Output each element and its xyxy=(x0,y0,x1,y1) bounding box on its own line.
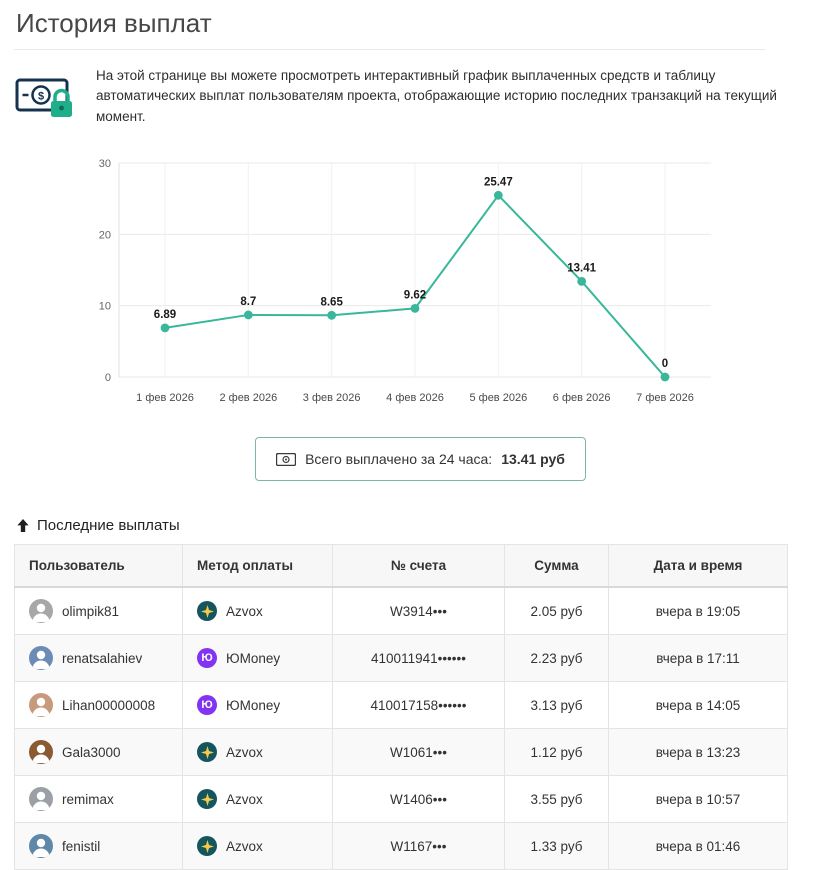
page-description: На этой странице вы можете просмотреть и… xyxy=(96,68,777,124)
svg-text:5 фев 2026: 5 фев 2026 xyxy=(469,392,527,404)
svg-text:25.47: 25.47 xyxy=(484,176,513,188)
recent-payments-title: Последние выплаты xyxy=(37,517,180,534)
payment-method-icon xyxy=(197,836,217,856)
payment-method-label: ЮMoney xyxy=(226,697,281,713)
user-name: renatsalahiev xyxy=(62,650,143,666)
payment-amount: 3.13 руб xyxy=(504,681,609,729)
table-row: Gala3000 Azvox W1061••• 1.12 руб вчера в… xyxy=(14,728,788,776)
table-row: olimpik81 Azvox W3914••• 2.05 руб вчера … xyxy=(14,586,788,635)
payment-datetime: вчера в 14:05 xyxy=(608,681,788,729)
user-name: olimpik81 xyxy=(62,603,120,619)
payment-datetime: вчера в 19:05 xyxy=(608,586,788,635)
svg-text:$: $ xyxy=(38,91,44,103)
user-name: Gala3000 xyxy=(62,744,121,760)
svg-text:0: 0 xyxy=(105,372,111,384)
payment-method-icon xyxy=(197,742,217,762)
account-number: 410017158•••••• xyxy=(332,681,505,729)
payment-method-label: Azvox xyxy=(226,744,263,760)
payments-table-body: olimpik81 Azvox W3914••• 2.05 руб вчера … xyxy=(14,586,788,870)
payment-datetime: вчера в 10:57 xyxy=(608,775,788,823)
account-number: W1061••• xyxy=(332,728,505,776)
user-name: remimax xyxy=(62,791,114,807)
payment-amount: 2.23 руб xyxy=(504,634,609,682)
payment-method-label: Azvox xyxy=(226,838,263,854)
user-avatar xyxy=(29,646,53,670)
payments-table: Пользователь Метод оплаты № счета Сумма … xyxy=(14,544,788,870)
svg-text:10: 10 xyxy=(99,301,111,313)
table-row: fenistil Azvox W1167••• 1.33 руб вчера в… xyxy=(14,822,788,870)
payment-method-label: Azvox xyxy=(226,603,263,619)
payment-amount: 1.33 руб xyxy=(504,822,609,870)
svg-text:6 фев 2026: 6 фев 2026 xyxy=(553,392,611,404)
svg-text:20: 20 xyxy=(99,229,111,241)
svg-text:8.7: 8.7 xyxy=(240,296,256,308)
svg-text:4 фев 2026: 4 фев 2026 xyxy=(386,392,444,404)
account-number: W1406••• xyxy=(332,775,505,823)
payment-method-icon: Ю xyxy=(197,648,217,668)
account-number: W3914••• xyxy=(332,586,505,635)
payments-chart[interactable]: 0 10 20 30 1 фев 2026 2 фев 2026 3 фев 2026 4 ф… xyxy=(95,147,715,409)
payment-method-icon xyxy=(197,601,217,621)
user-name: Lihan00000008 xyxy=(62,697,156,713)
col-header-method: Метод оплаты xyxy=(182,544,333,588)
svg-text:8.65: 8.65 xyxy=(320,296,343,308)
total-paid-value: 13.41 руб xyxy=(501,451,565,467)
col-header-amount: Сумма xyxy=(504,544,609,588)
payments-chart-svg: 0 10 20 30 1 фев 2026 2 фев 2026 3 фев 2026 4 ф… xyxy=(99,158,711,404)
page-title: История выплат xyxy=(14,0,765,50)
svg-text:3 фев 2026: 3 фев 2026 xyxy=(303,392,361,404)
account-number: W1167••• xyxy=(332,822,505,870)
money-lock-icon: $ xyxy=(14,66,80,129)
user-avatar xyxy=(29,834,53,858)
payment-method-icon xyxy=(197,789,217,809)
total-paid-box: Всего выплачено за 24 часа: 13.41 руб xyxy=(255,437,586,481)
intro-section: $ На этой странице вы можете просмотреть… xyxy=(14,66,827,129)
payment-method-label: Azvox xyxy=(226,791,263,807)
col-header-datetime: Дата и время xyxy=(608,544,788,588)
user-avatar xyxy=(29,787,53,811)
svg-text:13.41: 13.41 xyxy=(567,262,596,274)
table-header-row: Пользователь Метод оплаты № счета Сумма … xyxy=(14,544,788,588)
svg-text:0: 0 xyxy=(662,358,668,370)
payment-amount: 1.12 руб xyxy=(504,728,609,776)
user-avatar xyxy=(29,740,53,764)
col-header-user: Пользователь xyxy=(14,544,183,588)
payment-method-label: ЮMoney xyxy=(226,650,281,666)
svg-text:30: 30 xyxy=(99,158,111,170)
payment-datetime: вчера в 13:23 xyxy=(608,728,788,776)
user-avatar xyxy=(29,693,53,717)
payment-amount: 2.05 руб xyxy=(504,586,609,635)
svg-text:7 фев 2026: 7 фев 2026 xyxy=(636,392,694,404)
payment-datetime: вчера в 17:11 xyxy=(608,634,788,682)
banknote-icon xyxy=(276,452,297,466)
svg-text:1 фев 2026: 1 фев 2026 xyxy=(136,392,194,404)
user-avatar xyxy=(29,599,53,623)
col-header-account: № счета xyxy=(332,544,505,588)
total-paid-label: Всего выплачено за 24 часа: xyxy=(305,451,493,467)
table-row: Lihan00000008 Ю ЮMoney 410017158•••••• 3… xyxy=(14,681,788,729)
payment-amount: 3.55 руб xyxy=(504,775,609,823)
recent-payments-heading: Последние выплаты xyxy=(16,517,827,534)
arrow-up-icon xyxy=(16,518,30,533)
svg-text:2 фев 2026: 2 фев 2026 xyxy=(219,392,277,404)
table-row: renatsalahiev Ю ЮMoney 410011941•••••• 2… xyxy=(14,634,788,682)
table-row: remimax Azvox W1406••• 3.55 руб вчера в … xyxy=(14,775,788,823)
payment-method-icon: Ю xyxy=(197,695,217,715)
payment-datetime: вчера в 01:46 xyxy=(608,822,788,870)
svg-text:6.89: 6.89 xyxy=(154,309,176,321)
account-number: 410011941•••••• xyxy=(332,634,505,682)
svg-text:9.62: 9.62 xyxy=(404,289,426,301)
user-name: fenistil xyxy=(62,838,101,854)
